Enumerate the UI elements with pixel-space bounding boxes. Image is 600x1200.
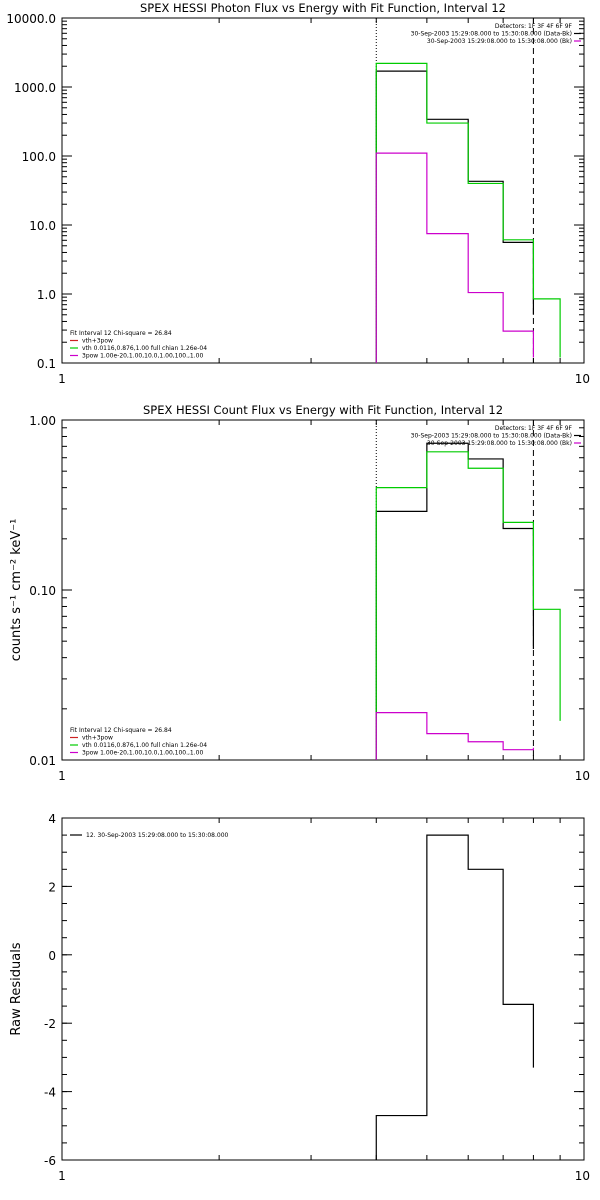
y-axis-label: Raw Residuals (9, 942, 24, 1035)
y-tick-label: 1.0 (37, 288, 56, 302)
fit-line: Fit Interval 12 Chi-square = 26.84 (70, 330, 172, 337)
plot-frame (61, 17, 585, 364)
series-line-3 (375, 712, 535, 760)
fit-line: 3pow 1.00e-20,1.00,10.0,1.00,100.,1.00 (82, 750, 203, 757)
series-line-2 (375, 451, 561, 760)
x-tick-label: 10 (575, 1169, 590, 1183)
fit-line: vth+3pow (82, 338, 113, 345)
info-line: Detectors: 1F 3F 4F 6F 9F (495, 23, 573, 30)
fit-line: vth 0.0116,0.876,1.00 full chian 1.26e-0… (82, 742, 207, 749)
fit-line: vth 0.0116,0.876,1.00 full chian 1.26e-0… (82, 345, 207, 352)
y-axis-label: counts s⁻¹ cm⁻² keV⁻¹ (9, 519, 24, 662)
y-tick-label: 10000.0 (6, 12, 56, 26)
chart-panel-3: 1 10 4 2 0 -2 -4 -6 Raw Residuals 12. 30-Sep-2003… (9, 812, 590, 1183)
y-tick-label: 1.00 (29, 414, 56, 428)
info-line: 30-Sep-2003 15:29:08.000 to 15:30:08.000… (411, 31, 572, 38)
y-tick-label: -6 (44, 1154, 56, 1168)
chart-title: SPEX HESSI Count Flux vs Energy with Fit… (143, 403, 503, 417)
y-tick-label: 0.01 (29, 754, 56, 768)
fit-line: vth+3pow (82, 735, 113, 742)
y-tick-label: -4 (44, 1086, 56, 1100)
x-tick-label: 1 (58, 1169, 66, 1183)
plot-frame (61, 817, 585, 1161)
x-tick-label: 10 (575, 372, 590, 386)
y-tick-label: 0.10 (29, 584, 56, 598)
y-tick-label: 2 (48, 880, 56, 894)
fit-line: Fit Interval 12 Chi-square = 26.84 (70, 727, 172, 734)
y-tick-label: 1000.0 (14, 81, 56, 95)
info-line: 30-Sep-2003 15:29:08.000 to 15:30:08.000… (427, 38, 572, 45)
info-line: 30-Sep-2003 15:29:08.000 to 15:30:08.000… (427, 440, 572, 447)
series-line-3 (375, 152, 535, 363)
info-line: Detectors: 1F 3F 4F 6F 9F (495, 425, 573, 432)
series-line-1 (375, 70, 535, 363)
y-tick-label: 0.1 (37, 357, 56, 371)
chart-title: SPEX HESSI Photon Flux vs Energy with Fi… (140, 1, 506, 15)
x-tick-label: 10 (575, 769, 590, 783)
legend-entry: 12. 30-Sep-2003 15:29:08.000 to 15:30:08… (86, 832, 229, 839)
series-line-1 (375, 834, 535, 1160)
y-tick-label: 4 (48, 812, 56, 826)
info-line: 30-Sep-2003 15:29:08.000 to 15:30:08.000… (411, 433, 572, 440)
chart-panel-2: SPEX HESSI Count Flux vs Energy with Fit… (9, 403, 590, 783)
y-tick-label: 0 (48, 949, 56, 963)
y-tick-label: 100.0 (22, 150, 56, 164)
plot-frame (61, 419, 585, 761)
y-tick-label: -2 (44, 1017, 56, 1031)
fit-line: 3pow 1.00e-20,1.00,10.0,1.00,100.,1.00 (82, 353, 203, 360)
y-tick-label: 10.0 (29, 219, 56, 233)
chart-panel-1: SPEX HESSI Photon Flux vs Energy with Fi… (6, 1, 590, 386)
series-line-2 (375, 62, 561, 363)
x-tick-label: 1 (58, 372, 66, 386)
series-line-1 (375, 442, 535, 760)
x-tick-label: 1 (58, 769, 66, 783)
